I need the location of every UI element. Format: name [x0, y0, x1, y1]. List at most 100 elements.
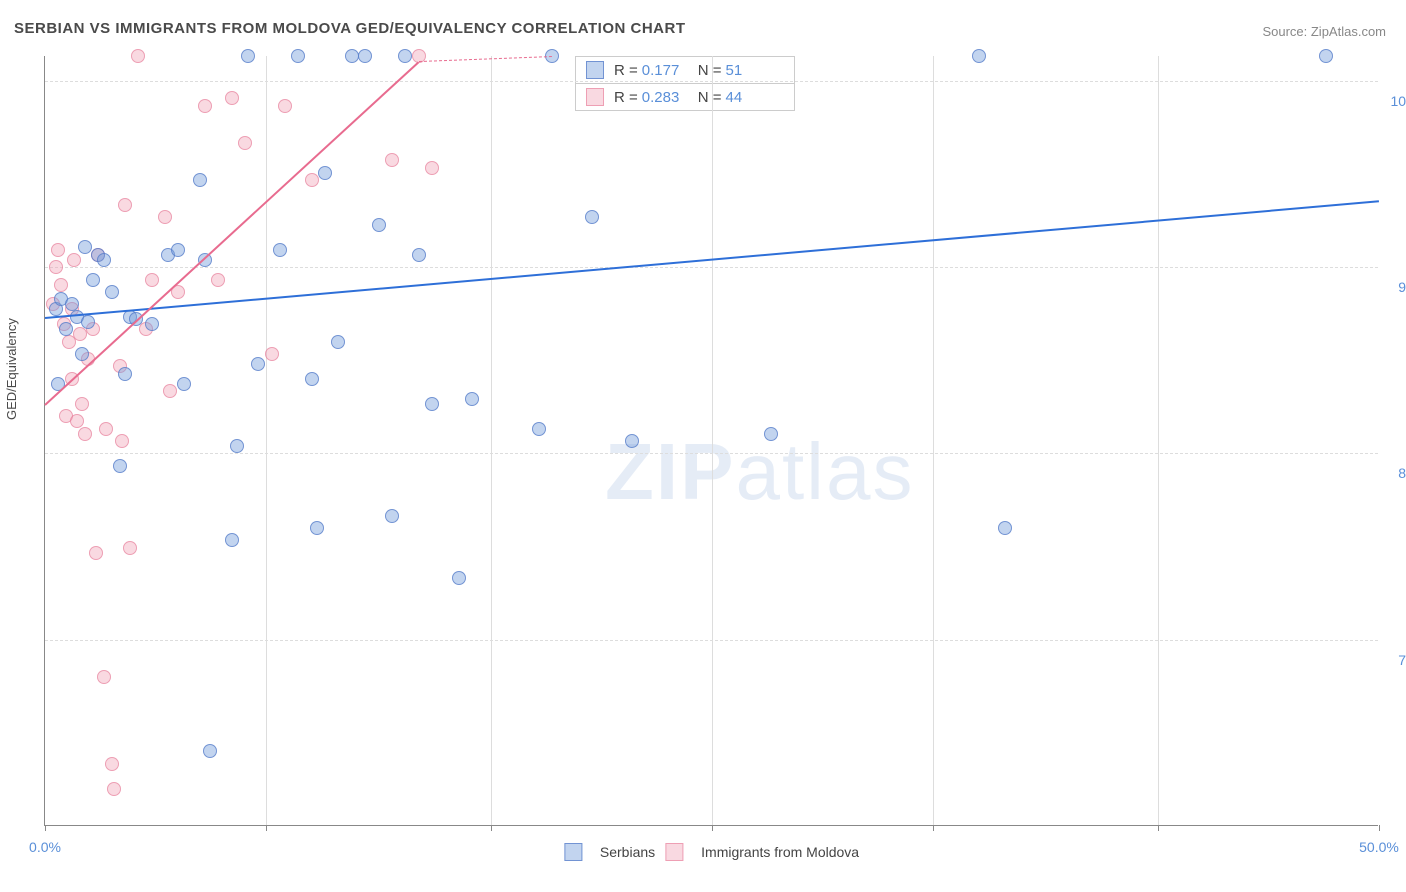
- scatter-point-moldova: [118, 198, 132, 212]
- scatter-point-serbians: [291, 49, 305, 63]
- scatter-point-serbians: [1319, 49, 1333, 63]
- chart-title: SERBIAN VS IMMIGRANTS FROM MOLDOVA GED/E…: [14, 20, 686, 37]
- x-tick-mark: [45, 825, 46, 831]
- source-attribution: Source: ZipAtlas.com: [1262, 24, 1386, 39]
- scatter-point-serbians: [78, 240, 92, 254]
- scatter-point-moldova: [123, 541, 137, 555]
- scatter-point-moldova: [54, 278, 68, 292]
- scatter-point-serbians: [465, 392, 479, 406]
- y-tick-label: 77.5%: [1398, 652, 1406, 668]
- scatter-point-serbians: [81, 315, 95, 329]
- r-label: R =: [614, 89, 638, 106]
- scatter-point-serbians: [412, 248, 426, 262]
- r-label: R =: [614, 62, 638, 79]
- scatter-point-serbians: [59, 322, 73, 336]
- y-tick-label: 85.0%: [1398, 465, 1406, 481]
- scatter-point-serbians: [251, 357, 265, 371]
- scatter-point-serbians: [177, 377, 191, 391]
- scatter-point-serbians: [398, 49, 412, 63]
- legend-label-moldova: Immigrants from Moldova: [701, 844, 859, 860]
- legend-row-moldova: R = 0.283 N = 44: [576, 84, 794, 110]
- scatter-point-moldova: [211, 273, 225, 287]
- scatter-point-serbians: [331, 335, 345, 349]
- scatter-point-serbians: [585, 210, 599, 224]
- scatter-point-serbians: [452, 571, 466, 585]
- gridline-vertical: [712, 56, 713, 825]
- scatter-point-moldova: [67, 253, 81, 267]
- x-tick-mark: [712, 825, 713, 831]
- x-tick-mark: [491, 825, 492, 831]
- x-tick-mark: [933, 825, 934, 831]
- scatter-point-serbians: [372, 218, 386, 232]
- scatter-point-serbians: [171, 243, 185, 257]
- x-tick-label: 50.0%: [1359, 839, 1399, 855]
- scatter-point-moldova: [99, 422, 113, 436]
- scatter-point-serbians: [86, 273, 100, 287]
- scatter-point-serbians: [358, 49, 372, 63]
- scatter-point-serbians: [193, 173, 207, 187]
- scatter-point-serbians: [305, 372, 319, 386]
- scatter-point-serbians: [75, 347, 89, 361]
- y-tick-label: 92.5%: [1398, 279, 1406, 295]
- scatter-point-moldova: [107, 782, 121, 796]
- scatter-point-moldova: [89, 546, 103, 560]
- gridline-vertical: [1158, 56, 1159, 825]
- r-value-moldova: 0.283: [642, 89, 692, 106]
- scatter-point-serbians: [273, 243, 287, 257]
- scatter-point-moldova: [75, 397, 89, 411]
- scatter-point-serbians: [998, 521, 1012, 535]
- scatter-point-serbians: [230, 439, 244, 453]
- r-value-serbians: 0.177: [642, 62, 692, 79]
- scatter-point-moldova: [78, 427, 92, 441]
- scatter-point-moldova: [105, 757, 119, 771]
- x-tick-mark: [1158, 825, 1159, 831]
- trendline-moldova-extrapolated: [418, 56, 551, 62]
- n-label: N =: [698, 62, 722, 79]
- watermark-light: atlas: [735, 427, 914, 516]
- legend-item-serbians: Serbians: [564, 843, 655, 861]
- scatter-point-moldova: [305, 173, 319, 187]
- scatter-point-serbians: [310, 521, 324, 535]
- scatter-point-moldova: [49, 260, 63, 274]
- series-legend: Serbians Immigrants from Moldova: [564, 843, 859, 861]
- scatter-point-moldova: [145, 273, 159, 287]
- scatter-point-moldova: [115, 434, 129, 448]
- scatter-point-moldova: [97, 670, 111, 684]
- gridline-vertical: [266, 56, 267, 825]
- scatter-point-serbians: [97, 253, 111, 267]
- swatch-pink-icon: [586, 88, 604, 106]
- correlation-legend: R = 0.177 N = 51 R = 0.283 N = 44: [575, 56, 795, 111]
- swatch-blue-icon: [564, 843, 582, 861]
- scatter-point-serbians: [241, 49, 255, 63]
- scatter-point-moldova: [73, 327, 87, 341]
- scatter-point-moldova: [51, 243, 65, 257]
- x-tick-mark: [266, 825, 267, 831]
- scatter-point-serbians: [113, 459, 127, 473]
- scatter-point-moldova: [225, 91, 239, 105]
- n-label: N =: [698, 89, 722, 106]
- scatter-point-moldova: [163, 384, 177, 398]
- x-tick-mark: [1379, 825, 1380, 831]
- scatter-point-moldova: [278, 99, 292, 113]
- scatter-point-moldova: [238, 136, 252, 150]
- scatter-point-serbians: [203, 744, 217, 758]
- x-tick-label: 0.0%: [29, 839, 61, 855]
- scatter-point-serbians: [764, 427, 778, 441]
- scatter-point-moldova: [158, 210, 172, 224]
- scatter-point-serbians: [425, 397, 439, 411]
- watermark: ZIPatlas: [605, 426, 914, 518]
- scatter-point-moldova: [131, 49, 145, 63]
- scatter-point-moldova: [385, 153, 399, 167]
- legend-label-serbians: Serbians: [600, 844, 655, 860]
- gridline-vertical: [933, 56, 934, 825]
- legend-item-moldova: Immigrants from Moldova: [665, 843, 859, 861]
- scatter-point-moldova: [198, 99, 212, 113]
- scatter-point-serbians: [105, 285, 119, 299]
- gridline-vertical: [491, 56, 492, 825]
- scatter-point-moldova: [425, 161, 439, 175]
- y-tick-label: 100.0%: [1391, 93, 1406, 109]
- scatter-point-serbians: [385, 509, 399, 523]
- scatter-point-serbians: [225, 533, 239, 547]
- scatter-point-serbians: [345, 49, 359, 63]
- swatch-pink-icon: [665, 843, 683, 861]
